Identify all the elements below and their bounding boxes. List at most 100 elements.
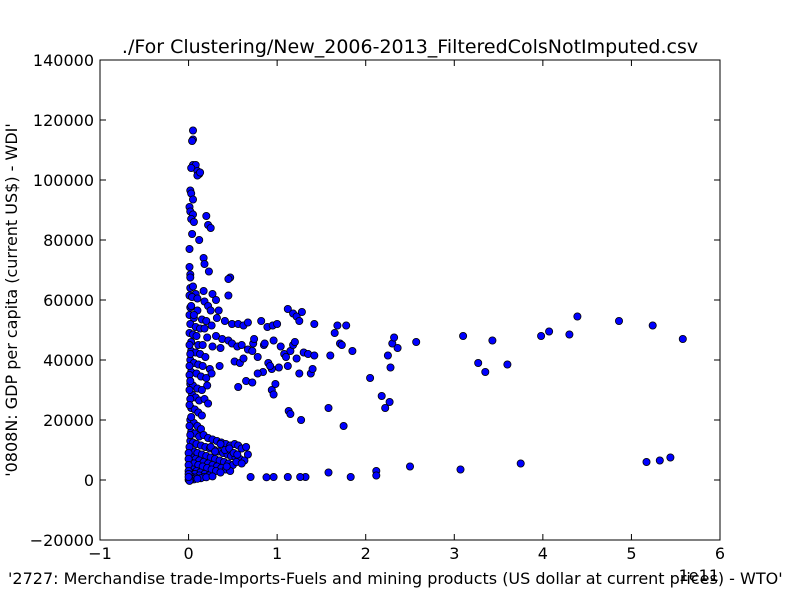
data-point [201, 352, 210, 361]
y-tick-label: 100000 [33, 171, 94, 190]
data-point [243, 318, 252, 327]
data-point [390, 333, 399, 342]
data-point [253, 369, 262, 378]
data-point [545, 327, 554, 336]
data-point [274, 363, 283, 372]
data-point [339, 421, 348, 430]
data-point [242, 442, 251, 451]
data-point [405, 462, 414, 471]
data-point [220, 316, 229, 325]
data-point [204, 267, 213, 276]
chart-title: ./For Clustering/New_2006-2013_FilteredC… [122, 36, 698, 58]
data-point [366, 373, 375, 382]
y-tick-label: 80000 [43, 231, 94, 250]
y-tick-label: 20000 [43, 411, 94, 430]
data-point [377, 391, 386, 400]
data-point [337, 340, 346, 349]
data-point [393, 343, 402, 352]
data-point [206, 306, 215, 315]
data-point [200, 259, 209, 268]
y-tick-label: −20000 [30, 531, 94, 550]
data-point [212, 313, 221, 322]
data-point [253, 352, 262, 361]
data-point [474, 358, 483, 367]
data-point [214, 306, 223, 315]
data-point [295, 369, 304, 378]
data-point [215, 361, 224, 370]
data-point [281, 352, 290, 361]
data-point [243, 450, 252, 459]
data-point [207, 369, 216, 378]
data-point [283, 361, 292, 370]
data-point [481, 367, 490, 376]
data-point [257, 316, 266, 325]
data-point [222, 462, 231, 471]
data-point [189, 310, 198, 319]
data-point [188, 282, 197, 291]
data-point [224, 291, 233, 300]
data-point [186, 273, 195, 282]
data-point [269, 472, 278, 481]
data-point [202, 373, 211, 382]
data-point [216, 343, 225, 352]
data-point [385, 397, 394, 406]
data-point [488, 336, 497, 345]
data-point [192, 331, 201, 340]
x-tick-label: 5 [626, 544, 636, 563]
y-tick-label: 0 [84, 471, 94, 490]
data-point [196, 168, 205, 177]
data-point [203, 333, 212, 342]
data-point [283, 472, 292, 481]
data-point [615, 316, 624, 325]
data-point [189, 217, 198, 226]
data-point [185, 340, 194, 349]
data-point [199, 286, 208, 295]
data-point [271, 379, 280, 388]
data-point [246, 472, 255, 481]
data-point [211, 295, 220, 304]
x-tick-label: 0 [183, 544, 193, 563]
data-point [198, 340, 207, 349]
data-point [186, 349, 195, 358]
data-point [262, 473, 271, 482]
data-point [185, 400, 194, 409]
data-point [211, 447, 220, 456]
data-point [248, 378, 257, 387]
data-point [239, 354, 248, 363]
data-point [456, 465, 465, 474]
data-point [200, 324, 209, 333]
data-point [185, 385, 194, 394]
data-point [412, 337, 421, 346]
data-point [185, 361, 194, 370]
data-point [648, 321, 657, 330]
y-tick-label: 40000 [43, 351, 94, 370]
data-point [348, 346, 357, 355]
data-point [324, 468, 333, 477]
data-point [185, 421, 194, 430]
data-point [516, 459, 525, 468]
data-point [195, 235, 204, 244]
data-point [503, 360, 512, 369]
y-axis-label: '0808N: GDP per capita (current US$) - W… [2, 123, 21, 477]
data-point [573, 312, 582, 321]
data-point [260, 339, 269, 348]
data-point [459, 331, 468, 340]
data-point [292, 354, 301, 363]
data-point [286, 409, 295, 418]
data-point [216, 439, 225, 448]
data-point [202, 211, 211, 220]
data-point [565, 330, 574, 339]
data-point [330, 328, 339, 337]
data-point [184, 472, 193, 481]
axis-ticks: −1 0 1 2 3 4 5 6 −20000 0 20000 40000 60000 80000 1000… [30, 51, 725, 563]
data-point [187, 412, 196, 421]
data-point [269, 390, 278, 399]
data-point [642, 457, 651, 466]
data-point [208, 472, 217, 481]
data-point [204, 399, 213, 408]
data-point [188, 136, 197, 145]
x-tick-label: 6 [715, 544, 725, 563]
data-point [666, 453, 675, 462]
x-tick-label: −1 [88, 544, 112, 563]
